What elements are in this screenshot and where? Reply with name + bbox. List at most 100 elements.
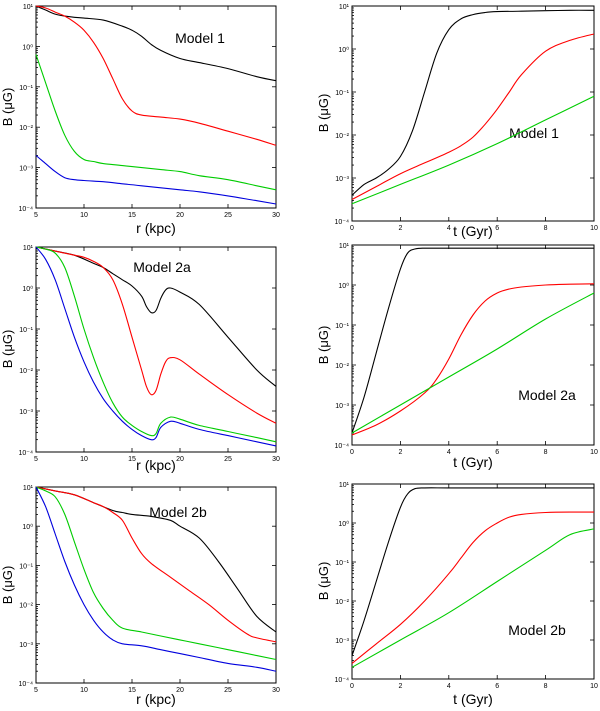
series-line-green	[351, 95, 595, 205]
y-tick-label: 10⁻⁴	[19, 206, 34, 213]
x-tick-label: 20	[176, 212, 184, 219]
y-tick-label: 10⁰	[22, 43, 33, 51]
x-axis-label: t (Gyr)	[453, 691, 493, 707]
x-tick-label: 25	[224, 212, 232, 219]
x-tick-label: 25	[224, 456, 232, 463]
x-tick-label: 2	[398, 225, 402, 232]
x-axis-label: r (kpc)	[136, 691, 176, 707]
series-line-red	[35, 246, 277, 424]
panel-title: Model 2a	[518, 387, 576, 403]
y-tick-label: 10⁻⁴	[19, 450, 34, 457]
x-tick-label: 25	[224, 687, 232, 694]
x-tick-label: 8	[544, 449, 548, 456]
y-tick-label: 10⁻²	[19, 603, 33, 610]
y-tick-label: 10¹	[23, 485, 34, 492]
x-tick-label: 10	[80, 456, 88, 463]
y-axis-label: B (μG)	[316, 94, 331, 133]
series-group	[35, 486, 277, 672]
x-tick-label: 30	[272, 456, 280, 463]
y-tick-label: 10¹	[339, 243, 350, 250]
panel-title: Model 2b	[508, 622, 566, 638]
panel-model-1-time: Model 1 t (Gyr) B (μG) 0 2 4 6 8 10 10⁻⁴ 10⁻³ 10…	[316, 4, 598, 239]
series-line-black	[351, 247, 594, 434]
x-tick-label: 10	[80, 212, 88, 219]
panel-model-2a-radius: Model 2a r (kpc) B (μG) 5 10 15 20 25 30 10⁻⁴ 1…	[0, 245, 280, 473]
series-line-black	[351, 487, 594, 656]
tick-group: 5 10 15 20 25 30 10⁻⁴ 10⁻³ 10⁻² 10⁻¹ 10⁰ 10¹	[19, 245, 280, 463]
x-tick-label: 10	[590, 225, 598, 232]
y-tick-label: 10¹	[339, 482, 350, 489]
y-axis-label: B (μG)	[0, 330, 15, 369]
panel-title: Model 2a	[133, 259, 191, 275]
plot-frame	[35, 246, 277, 453]
x-axis-label: t (Gyr)	[453, 454, 493, 470]
y-tick-label: 10⁻¹	[19, 327, 33, 334]
y-tick-label: 10⁻⁴	[335, 219, 350, 226]
y-tick-label: 10⁻²	[19, 125, 33, 132]
x-tick-label: 4	[447, 225, 451, 232]
x-axis-label: r (kpc)	[136, 457, 176, 473]
y-axis-label: B (μG)	[316, 562, 331, 601]
panel-model-2b-radius: Model 2b r (kpc) B (μG) 5 10 15 20 25 30 10⁻⁴ 1…	[0, 485, 280, 707]
plot-frame	[35, 5, 277, 209]
y-axis-label: B (μG)	[316, 326, 331, 365]
x-tick-label: 5	[34, 687, 38, 694]
x-tick-label: 10	[590, 683, 598, 690]
x-tick-label: 5	[34, 212, 38, 219]
y-tick-label: 10⁻¹	[19, 563, 33, 570]
y-tick-label: 10⁻¹	[335, 90, 349, 97]
x-tick-label: 15	[128, 212, 136, 219]
series-line-black	[35, 5, 277, 82]
tick-group: 0 2 4 6 8 10 10⁻⁴ 10⁻³ 10⁻² 10⁻¹ 10⁰ 10¹	[335, 482, 598, 690]
y-tick-label: 10⁻³	[335, 403, 349, 410]
panel-model-2b-time: Model 2b t (Gyr) B (μG) 0 2 4 6 8 10 10⁻⁴ 10⁻³ 1…	[316, 482, 598, 707]
y-tick-label: 10⁻³	[19, 409, 33, 416]
x-tick-label: 2	[398, 683, 402, 690]
y-tick-label: 10¹	[23, 245, 34, 252]
x-tick-label: 15	[128, 456, 136, 463]
y-tick-label: 10⁻³	[335, 176, 349, 183]
x-tick-label: 0	[350, 683, 354, 690]
x-tick-label: 20	[176, 687, 184, 694]
panel-title: Model 2b	[149, 504, 207, 520]
series-group	[35, 246, 277, 447]
series-line-green	[351, 528, 595, 668]
x-tick-label: 30	[272, 212, 280, 219]
x-tick-label: 0	[350, 225, 354, 232]
plot-frame	[351, 5, 595, 222]
y-tick-label: 10⁻³	[335, 638, 349, 645]
x-axis-label: r (kpc)	[136, 220, 176, 236]
y-tick-label: 10⁰	[338, 46, 349, 54]
y-tick-label: 10⁻⁴	[19, 681, 34, 688]
plot-frame	[35, 486, 277, 684]
series-line-blue	[35, 155, 277, 205]
y-tick-label: 10⁻⁴	[335, 677, 350, 684]
tick-group: 0 2 4 6 8 10 10⁻⁴ 10⁻³ 10⁻² 10⁻¹ 10⁰ 10¹	[335, 4, 598, 232]
y-tick-label: 10⁻¹	[19, 85, 33, 92]
series-group	[351, 247, 595, 436]
x-tick-label: 6	[495, 225, 499, 232]
x-tick-label: 4	[447, 449, 451, 456]
x-axis-label: t (Gyr)	[453, 223, 493, 239]
series-line-red	[35, 5, 277, 146]
x-tick-label: 15	[128, 687, 136, 694]
series-line-green	[35, 246, 277, 443]
series-group	[351, 487, 595, 668]
x-tick-label: 5	[34, 456, 38, 463]
y-tick-label: 10⁰	[338, 520, 349, 528]
y-tick-label: 10⁻⁴	[335, 443, 350, 450]
series-group	[351, 9, 595, 205]
series-line-black	[351, 9, 595, 196]
plot-frame	[351, 483, 595, 680]
panel-title: Model 1	[175, 30, 225, 46]
x-tick-label: 20	[176, 456, 184, 463]
panel-model-2a-time: Model 2a t (Gyr) B (μG) 0 2 4 6 8 10 10⁻⁴ 10⁻³ 1…	[316, 243, 598, 470]
y-tick-label: 10⁰	[22, 523, 33, 531]
y-tick-label: 10⁻³	[19, 642, 33, 649]
series-line-green	[35, 54, 277, 191]
series-line-green	[351, 292, 595, 434]
series-line-red	[351, 511, 595, 664]
y-tick-label: 10⁻³	[19, 166, 33, 173]
x-tick-label: 6	[495, 683, 499, 690]
tick-group: 0 2 4 6 8 10 10⁻⁴ 10⁻³ 10⁻² 10⁻¹ 10⁰ 10¹	[335, 243, 598, 456]
